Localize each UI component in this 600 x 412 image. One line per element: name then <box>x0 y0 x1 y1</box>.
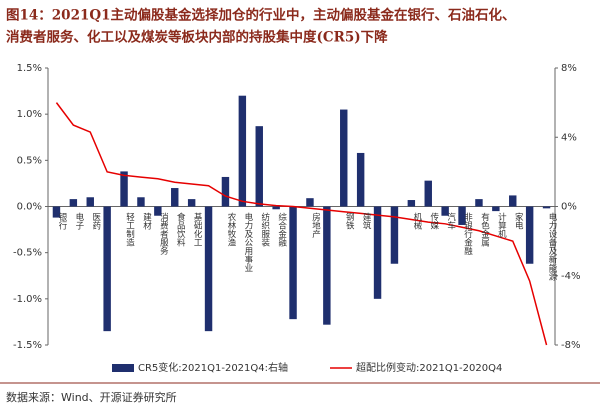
x-tick-label: 汽车 <box>446 212 456 231</box>
bar <box>306 198 314 207</box>
y2-tick-label: 8% <box>561 63 577 74</box>
bar <box>86 197 94 207</box>
x-tick-label: 传媒 <box>429 212 439 231</box>
bar <box>103 206 111 332</box>
bar <box>238 95 247 207</box>
x-tick-label: 电力及公用事业 <box>243 212 253 272</box>
x-tick-label: 纺织服装 <box>260 212 270 248</box>
line <box>55 102 548 346</box>
bar <box>373 206 382 299</box>
x-tick-label: 非银行金融 <box>463 212 473 256</box>
bar <box>69 199 78 207</box>
bar <box>542 206 551 209</box>
bar <box>340 109 348 207</box>
chart-subtitle: 消费者服务、化工以及煤炭等板块内部的持股集中度(CR5)下降 <box>6 29 388 46</box>
bar <box>289 206 297 320</box>
legend-label: CR5变化:2021Q1-2021Q4:右轴 <box>138 361 288 374</box>
y2-tick-label: 4% <box>561 132 577 143</box>
bar <box>509 195 517 207</box>
bar <box>356 152 365 207</box>
x-tick-label: 银行 <box>57 212 67 231</box>
bar <box>475 199 483 207</box>
x-tick-label: 食品饮料 <box>175 212 185 248</box>
x-tick-label: 基础化工 <box>192 212 202 247</box>
y-tick-label: -1.0% <box>13 294 42 305</box>
bar <box>458 206 466 225</box>
bar <box>390 206 399 264</box>
x-tick-label: 钢铁 <box>344 212 354 231</box>
y2-tick-label: -8% <box>561 340 580 351</box>
y-tick-label: 0.0% <box>17 202 42 213</box>
x-tick-label: 轻工制造 <box>125 212 135 248</box>
x-tick-label: 电力设备及新能源 <box>547 212 557 281</box>
x-tick-label: 消费者服务 <box>158 212 168 256</box>
x-tick-label: 农林牧渔 <box>226 212 236 247</box>
x-tick-label: 房地产 <box>310 212 320 239</box>
y-tick-label: -0.5% <box>13 248 42 259</box>
bar <box>323 206 331 325</box>
chart-title: 图14：2021Q1主动偏股基金选择加仓的行业中，主动偏股基金在银行、石油石化、 <box>6 7 516 24</box>
bar <box>525 206 534 264</box>
x-tick-label: 有色金属 <box>479 212 489 248</box>
y2-tick-label: -4% <box>561 271 580 282</box>
bar <box>492 206 500 212</box>
bar <box>255 126 263 207</box>
bar <box>187 199 196 207</box>
x-tick-label: 机械 <box>412 212 422 231</box>
legend-label: 超配比例变动:2021Q1-2020Q4 <box>356 361 502 374</box>
x-tick-label: 计算机 <box>496 212 506 239</box>
source: 数据来源：Wind、开源证券研究所 <box>6 390 177 404</box>
bar <box>171 188 179 207</box>
bar <box>407 200 416 207</box>
y-tick-label: -1.5% <box>13 340 42 351</box>
y-tick-label: 0.5% <box>17 155 42 166</box>
bar <box>441 206 449 216</box>
bar <box>204 206 213 332</box>
bar <box>52 206 61 218</box>
bar <box>221 176 230 207</box>
x-tick-label: 家电 <box>513 212 523 230</box>
bar <box>272 206 280 210</box>
x-tick-label: 建筑 <box>361 212 371 231</box>
x-tick-label: 建材 <box>141 212 151 230</box>
bar <box>137 197 145 207</box>
bar <box>120 171 128 207</box>
bar <box>154 206 162 216</box>
x-tick-label: 医药 <box>91 213 101 231</box>
y-tick-label: 1.0% <box>17 109 42 120</box>
x-tick-label: 电子 <box>74 212 84 230</box>
legend-swatch <box>112 364 134 372</box>
y-tick-label: 1.5% <box>17 63 42 74</box>
y2-tick-label: 0% <box>561 202 577 213</box>
bar <box>424 180 432 207</box>
x-tick-label: 综合金融 <box>277 212 287 248</box>
